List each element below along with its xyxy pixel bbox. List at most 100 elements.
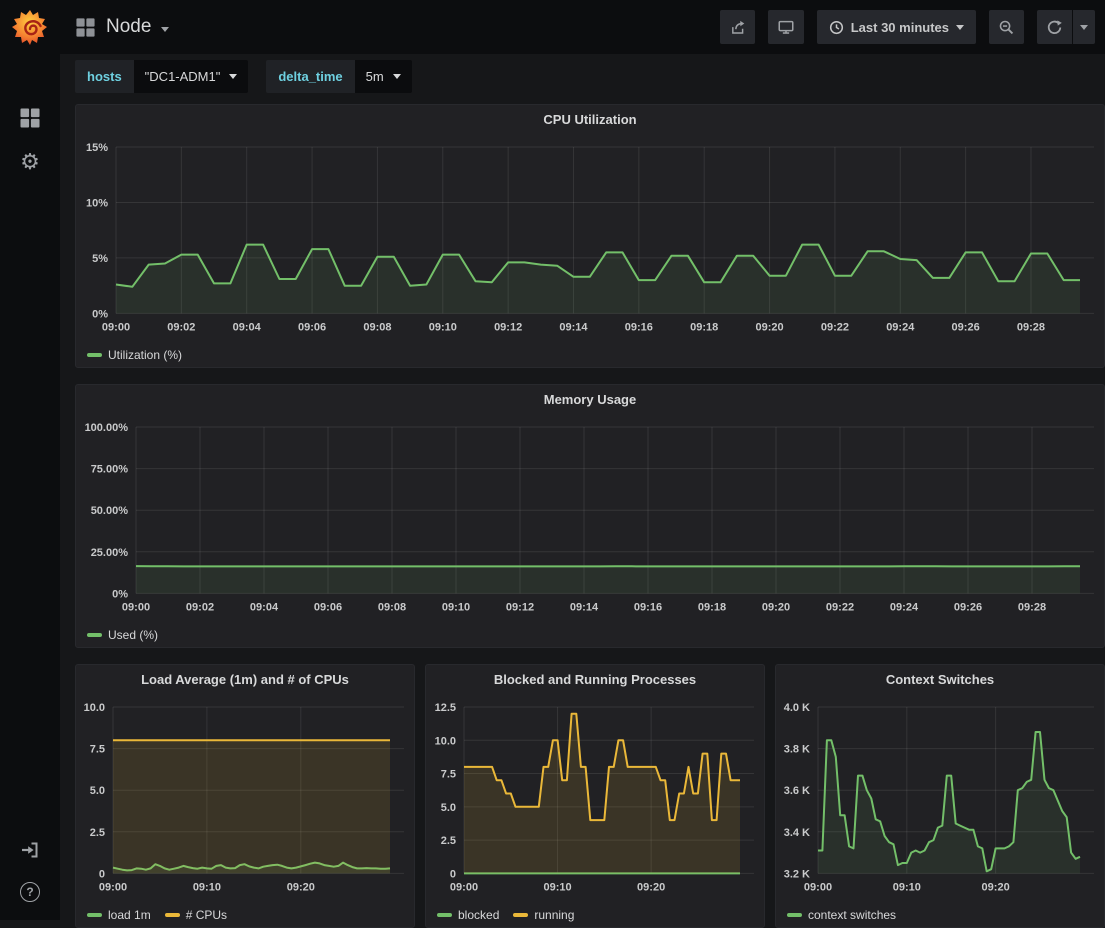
zoom-out-button[interactable] — [989, 10, 1024, 44]
variable-hosts-value: "DC1-ADM1" — [145, 69, 221, 84]
svg-text:09:24: 09:24 — [886, 321, 915, 333]
svg-text:0%: 0% — [92, 308, 108, 320]
panel-title[interactable]: Memory Usage — [76, 385, 1104, 413]
svg-text:10.0: 10.0 — [435, 735, 456, 747]
svg-text:09:08: 09:08 — [378, 601, 406, 613]
svg-text:09:14: 09:14 — [559, 321, 588, 333]
variable-delta-time-label: delta_time — [266, 60, 354, 93]
svg-text:5.0: 5.0 — [441, 802, 456, 814]
svg-text:09:20: 09:20 — [755, 321, 783, 333]
variable-delta-time-value-dropdown[interactable]: 5m — [355, 60, 412, 93]
svg-text:10%: 10% — [86, 197, 108, 209]
svg-text:0: 0 — [99, 868, 105, 880]
svg-text:2.5: 2.5 — [441, 835, 456, 847]
svg-text:09:12: 09:12 — [494, 321, 522, 333]
svg-text:50.00%: 50.00% — [91, 505, 129, 517]
svg-text:09:06: 09:06 — [314, 601, 342, 613]
svg-text:3.8 K: 3.8 K — [784, 743, 810, 755]
svg-text:3.2 K: 3.2 K — [784, 868, 810, 880]
time-range-button[interactable]: Last 30 minutes — [817, 10, 976, 44]
top-navbar: Node — [60, 0, 1105, 54]
svg-text:3.6 K: 3.6 K — [784, 785, 810, 797]
refresh-interval-button[interactable] — [1073, 10, 1095, 44]
chart-legend: Utilization (%) — [76, 343, 1104, 367]
svg-text:12.5: 12.5 — [435, 702, 456, 714]
legend-item[interactable]: Utilization (%) — [87, 348, 182, 362]
svg-text:09:18: 09:18 — [690, 321, 718, 333]
dashboard-grid-icon — [75, 17, 96, 38]
svg-text:09:20: 09:20 — [762, 601, 790, 613]
svg-text:09:22: 09:22 — [821, 321, 849, 333]
svg-text:09:10: 09:10 — [543, 881, 571, 893]
legend-swatch — [513, 913, 528, 917]
monitor-icon — [777, 18, 795, 36]
svg-text:09:02: 09:02 — [186, 601, 214, 613]
sign-in-icon — [19, 839, 41, 861]
legend-swatch — [87, 913, 102, 917]
chart-legend: load 1m# CPUs — [76, 903, 414, 927]
chevron-down-icon — [956, 25, 964, 30]
dashboard-title[interactable]: Node — [106, 16, 151, 38]
variable-hosts-value-dropdown[interactable]: "DC1-ADM1" — [134, 60, 249, 93]
sidebar-item-help[interactable]: ? — [18, 880, 42, 904]
svg-text:09:10: 09:10 — [429, 321, 457, 333]
svg-text:09:00: 09:00 — [99, 881, 127, 893]
panel-title[interactable]: Load Average (1m) and # of CPUs — [76, 665, 414, 693]
gear-icon: ⚙ — [20, 151, 40, 173]
variable-hosts: hosts "DC1-ADM1" — [75, 60, 248, 93]
share-icon — [729, 19, 746, 36]
svg-text:09:08: 09:08 — [363, 321, 391, 333]
dashboards-grid-icon — [19, 107, 41, 129]
refresh-button[interactable] — [1037, 10, 1072, 44]
grafana-logo[interactable] — [10, 8, 50, 48]
svg-text:09:00: 09:00 — [102, 321, 130, 333]
refresh-icon — [1046, 19, 1063, 36]
bottom-panel-row: Load Average (1m) and # of CPUs 0 2.5 5.0 7… — [75, 664, 1105, 928]
svg-text:75.00%: 75.00% — [91, 463, 129, 475]
chart-legend: Used (%) — [76, 623, 1104, 647]
variables-row: hosts "DC1-ADM1" delta_time 5m — [60, 54, 1105, 98]
svg-text:2.5: 2.5 — [90, 827, 105, 839]
svg-text:09:16: 09:16 — [625, 321, 653, 333]
legend-item[interactable]: Used (%) — [87, 628, 158, 642]
variable-delta-time-value: 5m — [366, 69, 384, 84]
sidebar-item-dashboards[interactable] — [18, 106, 42, 130]
svg-text:09:00: 09:00 — [122, 601, 150, 613]
sidebar-item-settings[interactable]: ⚙ — [18, 150, 42, 174]
chevron-down-icon — [1080, 25, 1088, 30]
panel-title[interactable]: CPU Utilization — [76, 105, 1104, 133]
main-area: Node — [60, 0, 1105, 920]
svg-text:25.00%: 25.00% — [91, 547, 129, 559]
chevron-down-icon[interactable] — [161, 27, 169, 32]
legend-swatch — [787, 913, 802, 917]
chevron-down-icon — [229, 74, 237, 79]
share-button[interactable] — [720, 10, 755, 44]
svg-text:09:28: 09:28 — [1017, 321, 1045, 333]
svg-text:09:06: 09:06 — [298, 321, 326, 333]
svg-text:09:20: 09:20 — [982, 881, 1010, 893]
svg-text:09:00: 09:00 — [804, 881, 832, 893]
sidebar-item-sign-in[interactable] — [18, 838, 42, 862]
grafana-logo-icon — [10, 8, 50, 48]
panel-load-average: Load Average (1m) and # of CPUs 0 2.5 5.0 7… — [75, 664, 415, 928]
svg-text:09:16: 09:16 — [634, 601, 662, 613]
time-range-label: Last 30 minutes — [851, 20, 949, 35]
svg-text:7.5: 7.5 — [90, 743, 105, 755]
panel-title[interactable]: Context Switches — [776, 665, 1104, 693]
panel-title[interactable]: Blocked and Running Processes — [426, 665, 764, 693]
svg-text:10.0: 10.0 — [84, 702, 105, 714]
svg-text:5.0: 5.0 — [90, 785, 105, 797]
legend-label: Used (%) — [108, 628, 158, 642]
legend-swatch — [87, 353, 102, 357]
cycle-view-button[interactable] — [768, 10, 804, 44]
svg-text:09:00: 09:00 — [450, 881, 478, 893]
